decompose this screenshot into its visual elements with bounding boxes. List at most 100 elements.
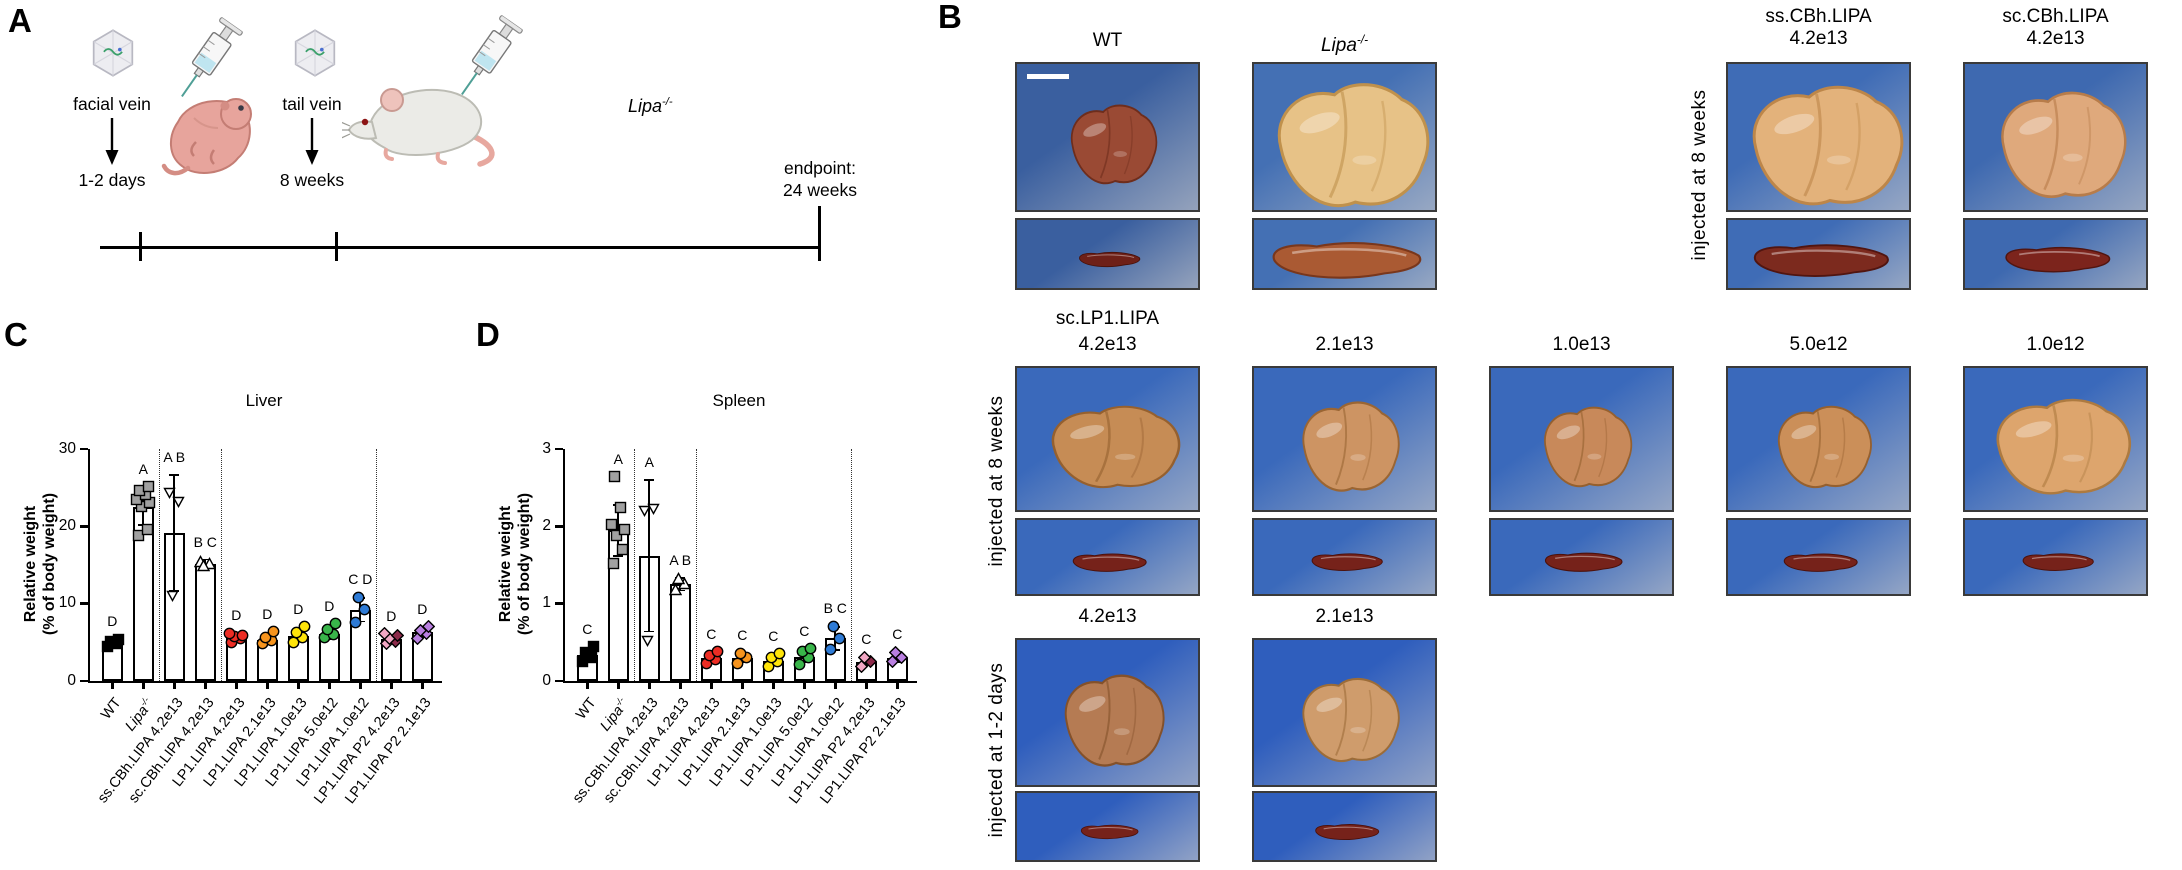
group-header-label: sc.LP1.LIPA: [1055, 308, 1160, 329]
spleen-illustration: [1747, 238, 1895, 279]
data-point: [390, 628, 404, 643]
group-separator: [158, 449, 160, 681]
x-tick: [359, 681, 362, 689]
significance-letter: D: [324, 597, 335, 614]
data-point: [641, 634, 654, 648]
x-tick: [421, 681, 424, 689]
y-tick-label: 2: [542, 516, 551, 534]
spleen-illustration: [1308, 550, 1386, 572]
error-bar: [679, 578, 682, 591]
y-tick-label: 1: [542, 594, 551, 612]
significance-letter: C: [799, 622, 810, 639]
spleen-photo: [1726, 518, 1911, 596]
spleen-illustration: [1265, 235, 1428, 281]
column-title: sc.CBh.LIPA: [2002, 6, 2109, 27]
significance-letter: B C: [823, 600, 847, 617]
data-point: [857, 651, 871, 665]
significance-letter: C: [892, 626, 903, 643]
liver-illustration: [1765, 399, 1876, 492]
data-point: [607, 557, 620, 570]
group-separator: [220, 449, 222, 681]
liver-photo: [1015, 638, 1200, 787]
column-title: Lipa-/-: [1320, 34, 1369, 57]
timeline-tick-8-weeks: [335, 232, 338, 261]
x-tick: [648, 681, 651, 689]
dose-label: 4.2e13: [1789, 28, 1848, 49]
y-tick-label: 0: [67, 671, 76, 689]
data-point: [711, 645, 724, 658]
spleen-photo: [1963, 218, 2148, 290]
spleen-photo: [1252, 218, 1437, 290]
data-point: [259, 631, 272, 644]
aav-capsid-icon: [92, 29, 134, 77]
data-point: [329, 617, 342, 630]
data-point: [132, 529, 145, 542]
x-tick: [142, 681, 145, 689]
liver-photo: [1252, 366, 1437, 512]
data-point: [163, 486, 176, 499]
x-tick: [834, 681, 837, 689]
y-tick-label: 10: [58, 594, 76, 612]
data-point: [223, 627, 236, 640]
time-label-8-weeks: 8 weeks: [279, 170, 345, 190]
liver-illustration: [1051, 667, 1169, 771]
y-tick: [80, 447, 88, 451]
y-axis-title: Relative weight (% of body weight): [497, 492, 533, 636]
chart-title: Spleen: [712, 391, 766, 410]
x-tick: [803, 681, 806, 689]
significance-letter: D: [293, 600, 304, 617]
significance-letter: B C: [193, 533, 217, 550]
significance-letter: D: [386, 607, 397, 624]
data-point: [616, 543, 629, 556]
y-tick-label: 0: [542, 671, 551, 689]
column-title: 2.1e13: [1315, 606, 1374, 627]
data-point: [888, 645, 902, 660]
data-point: [608, 470, 621, 483]
x-tick: [204, 681, 207, 689]
group-separator: [850, 449, 852, 681]
error-bar-cap: [675, 589, 686, 592]
error-bar-cap: [644, 630, 655, 633]
chart-title: Liver: [245, 391, 283, 410]
error-bar-cap: [200, 558, 211, 561]
dose-label: 4.2e13: [2026, 28, 2085, 49]
significance-letter: C: [582, 620, 593, 637]
data-point: [236, 629, 249, 642]
liver-photo: [1963, 62, 2148, 212]
data-point: [267, 625, 280, 638]
liver-photo: [1963, 366, 2148, 512]
significance-letter: A B: [669, 552, 692, 569]
significance-letter: D: [417, 600, 428, 617]
y-tick: [80, 525, 88, 528]
liver-illustration: [1984, 83, 2132, 203]
data-point: [824, 643, 837, 656]
column-title: WT: [1092, 30, 1123, 51]
spleen-photo: [1252, 518, 1437, 596]
x-tick: [617, 681, 620, 689]
liver-illustration: [1034, 399, 1186, 492]
spleen-illustration: [2019, 550, 2097, 572]
y-tick: [555, 679, 563, 683]
x-tick: [710, 681, 713, 689]
significance-letter: D: [262, 605, 273, 622]
spleen-photo: [1015, 791, 1200, 862]
error-bar-cap: [169, 474, 180, 477]
adult-mouse-illustration: [342, 88, 495, 167]
significance-letter: A: [613, 450, 623, 467]
liver-illustration: [1978, 391, 2137, 499]
y-tick: [555, 602, 563, 605]
data-point: [668, 583, 682, 596]
error-bar-cap: [644, 479, 655, 481]
data-point: [833, 632, 846, 645]
time-label-1-2-days: 1-2 days: [78, 170, 146, 190]
data-point: [321, 623, 334, 636]
liver-photo: [1726, 62, 1911, 212]
spleen-photo: [1015, 218, 1200, 290]
x-tick: [173, 681, 176, 689]
data-point: [773, 647, 786, 660]
x-tick: [266, 681, 269, 689]
genotype-label: Lipa-/-: [628, 96, 673, 116]
spleen-illustration: [1541, 549, 1626, 573]
liver-illustration: [1257, 73, 1435, 210]
